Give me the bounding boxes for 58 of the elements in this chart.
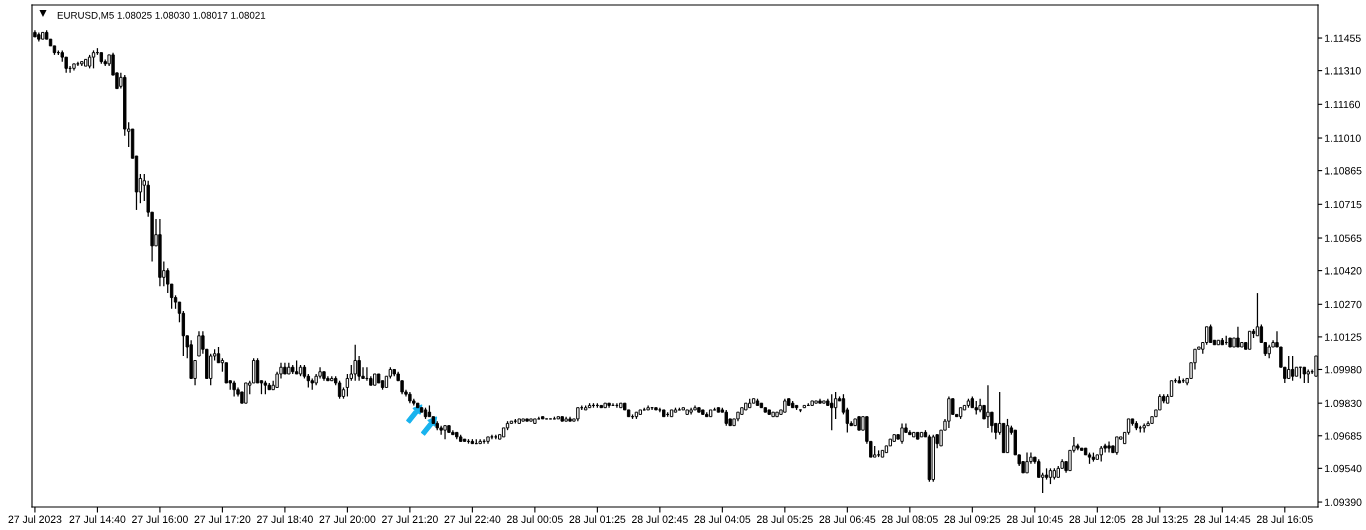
candlestick [1287, 355, 1291, 380]
candlestick [1236, 326, 1240, 348]
y-tick-label: 1.09540 [1325, 464, 1362, 473]
y-tick-label: 1.11310 [1325, 67, 1361, 75]
y-tick-label: 1.09685 [1325, 432, 1362, 440]
x-tick-label: 28 Jul 01:25 [569, 515, 626, 523]
candlestick [830, 393, 834, 431]
text: EURUSD,M5 1.08025 1.08030 1.08017 1.08021 [57, 11, 266, 20]
x-tick-label: 27 Jul 21:20 [382, 515, 438, 523]
candlestick [1290, 355, 1295, 382]
candlestick [353, 344, 357, 382]
y-tick-label: 1.11455 [1325, 34, 1361, 42]
candlestick [197, 330, 201, 357]
y-tick-label: 1.09980 [1325, 365, 1362, 374]
x-tick-label: 27 Jul 18:40 [257, 515, 313, 523]
x-tick-label: 28 Jul 10:45 [1006, 515, 1063, 523]
y-tick-label: 1.10125 [1325, 333, 1362, 341]
candlestick [255, 357, 260, 384]
x-tick-label: 28 Jul 09:25 [944, 515, 1001, 523]
x-tick-label: 28 Jul 00:05 [507, 515, 563, 523]
candlestick [244, 382, 248, 404]
x-tick-label: 28 Jul 06:45 [819, 515, 876, 523]
x-tick-label: 28 Jul 08:05 [881, 515, 938, 523]
candlestick [439, 425, 443, 436]
candlestick [166, 267, 170, 294]
x-tick-label: 28 Jul 05:25 [757, 515, 813, 523]
x-tick-label: 27 Jul 17:20 [194, 515, 251, 523]
candlestick [251, 357, 256, 384]
x-tick-label: 28 Jul 16:05 [1256, 515, 1313, 523]
candlestick [900, 422, 904, 445]
candlestick [986, 384, 990, 429]
y-tick-label: 1.10420 [1325, 267, 1362, 275]
y-tick-label: 1.11160 [1325, 100, 1360, 109]
candlestick [345, 373, 350, 398]
candlestick [1107, 440, 1111, 454]
x-tick-label: 28 Jul 12:05 [1069, 515, 1126, 523]
x-tick-label: 27 Jul 22:40 [444, 515, 501, 523]
x-tick-label: 27 Jul 2023 [8, 515, 62, 523]
candlestick [443, 425, 447, 440]
candlestick [224, 362, 229, 384]
y-tick-label: 1.10270 [1325, 300, 1362, 309]
x-tick-label: 28 Jul 04:05 [694, 515, 751, 523]
y-tick-label: 1.09830 [1325, 399, 1362, 408]
x-tick-label: 27 Jul 14:40 [69, 515, 126, 523]
x-tick-label: 28 Jul 02:45 [632, 515, 688, 523]
x-tick-label: 27 Jul 16:00 [132, 515, 188, 523]
x-tick-label: 28 Jul 14:45 [1194, 515, 1251, 523]
y-tick-label: 1.10565 [1325, 234, 1362, 242]
candlestick [833, 391, 838, 420]
candlestick [208, 353, 213, 386]
candlestick [947, 395, 951, 429]
x-tick-label: 28 Jul 13:25 [1131, 515, 1188, 523]
x-tick-label: 27 Jul 20:00 [319, 515, 376, 523]
y-tick-label: 1.11010 [1325, 134, 1361, 142]
y-tick-label: 1.10865 [1325, 167, 1362, 175]
candlestick [1025, 451, 1029, 474]
y-tick-label: 1.10715 [1325, 200, 1362, 209]
y-tick-label: 1.09390 [1325, 498, 1362, 506]
